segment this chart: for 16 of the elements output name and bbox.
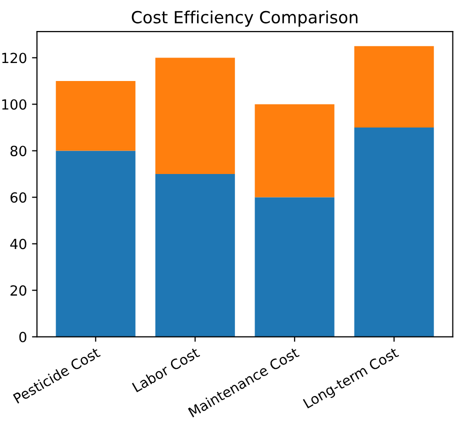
y-tick-label: 120 [2, 52, 26, 64]
bar [155, 174, 235, 337]
bar [254, 197, 334, 337]
bar [354, 46, 434, 128]
bar [254, 104, 334, 198]
y-tick-label: 40 [10, 238, 26, 250]
bar [354, 128, 434, 337]
bar [56, 150, 136, 337]
y-tick-label: 20 [10, 285, 26, 296]
bar [56, 80, 136, 151]
y-tick-label: 0 [19, 332, 26, 342]
y-tick-label: 60 [10, 192, 26, 203]
y-tick-label: 100 [2, 99, 26, 110]
bar [155, 58, 235, 174]
y-tick-label: 80 [10, 146, 26, 156]
chart-title: Cost Efficiency Comparison [132, 10, 358, 27]
